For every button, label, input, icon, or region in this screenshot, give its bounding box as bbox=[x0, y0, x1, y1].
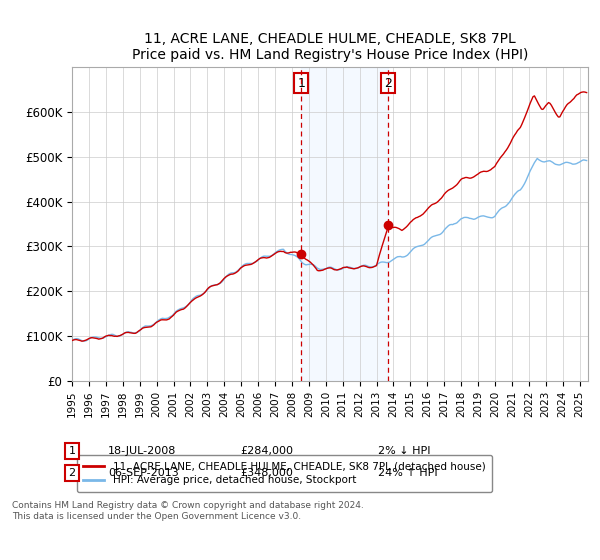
Text: 1: 1 bbox=[68, 446, 76, 456]
Text: 18-JUL-2008: 18-JUL-2008 bbox=[108, 446, 176, 456]
Text: 2: 2 bbox=[384, 77, 392, 90]
Text: 24% ↑ HPI: 24% ↑ HPI bbox=[378, 468, 437, 478]
Bar bbox=[301, 67, 388, 381]
Text: Contains HM Land Registry data © Crown copyright and database right 2024.
This d: Contains HM Land Registry data © Crown c… bbox=[12, 501, 364, 521]
Text: 06-SEP-2013: 06-SEP-2013 bbox=[108, 468, 179, 478]
Legend: 11, ACRE LANE, CHEADLE HULME, CHEADLE, SK8 7PL (detached house), HPI: Average pr: 11, ACRE LANE, CHEADLE HULME, CHEADLE, S… bbox=[77, 455, 491, 492]
Title: 11, ACRE LANE, CHEADLE HULME, CHEADLE, SK8 7PL
Price paid vs. HM Land Registry's: 11, ACRE LANE, CHEADLE HULME, CHEADLE, S… bbox=[132, 32, 528, 62]
Text: £284,000: £284,000 bbox=[240, 446, 293, 456]
Text: £348,000: £348,000 bbox=[240, 468, 293, 478]
Text: 2: 2 bbox=[68, 468, 76, 478]
Text: 1: 1 bbox=[298, 77, 305, 90]
Text: 2% ↓ HPI: 2% ↓ HPI bbox=[378, 446, 431, 456]
